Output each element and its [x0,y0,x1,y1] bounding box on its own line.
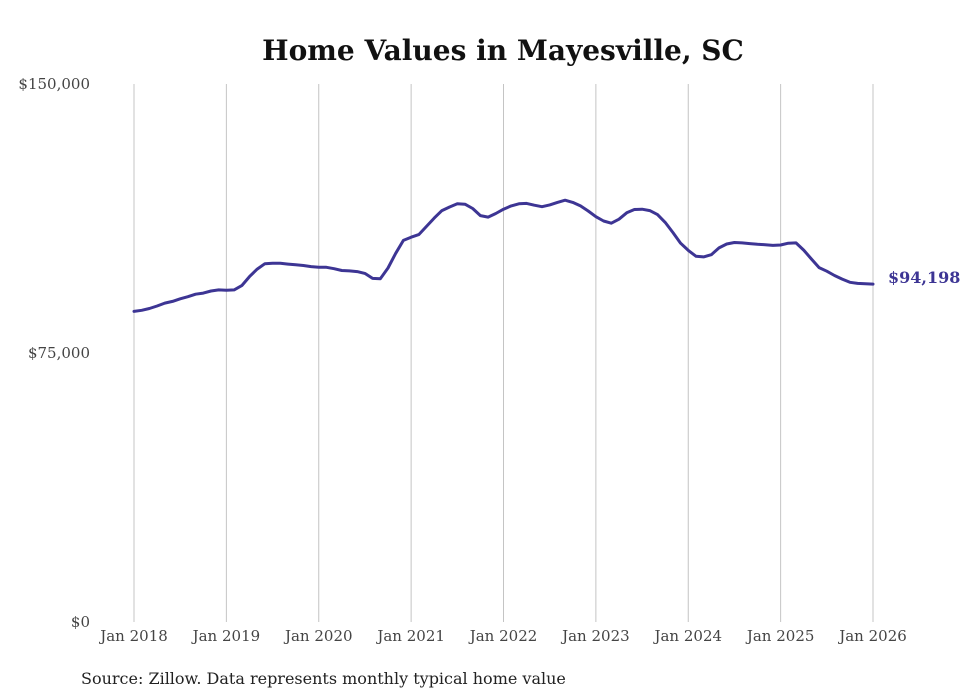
last-value-label: $94,198 [888,268,960,287]
y-axis: $0 $75,000 $150,000 [18,75,90,631]
x-tick-label: Jan 2023 [560,627,630,645]
x-tick-label: Jan 2019 [191,627,261,645]
y-tick-label: $150,000 [18,75,90,93]
x-tick-label: Jan 2022 [468,627,538,645]
series-group [132,198,875,313]
source-note: Source: Zillow. Data represents monthly … [81,669,566,688]
x-tick-label: Jan 2024 [652,627,722,645]
gridlines [133,84,874,622]
x-tick-label: Jan 2025 [745,627,815,645]
chart-title: Home Values in Mayesville, SC [262,34,744,67]
x-tick-label: Jan 2021 [375,627,445,645]
y-tick-label: $0 [71,613,90,631]
x-tick-label: Jan 2026 [837,627,907,645]
series-line [132,198,875,313]
y-tick-label: $75,000 [28,344,90,362]
x-tick-label: Jan 2018 [98,627,168,645]
x-axis: Jan 2018 Jan 2019 Jan 2020 Jan 2021 Jan 2022… [98,627,907,645]
x-tick-label: Jan 2020 [283,627,353,645]
